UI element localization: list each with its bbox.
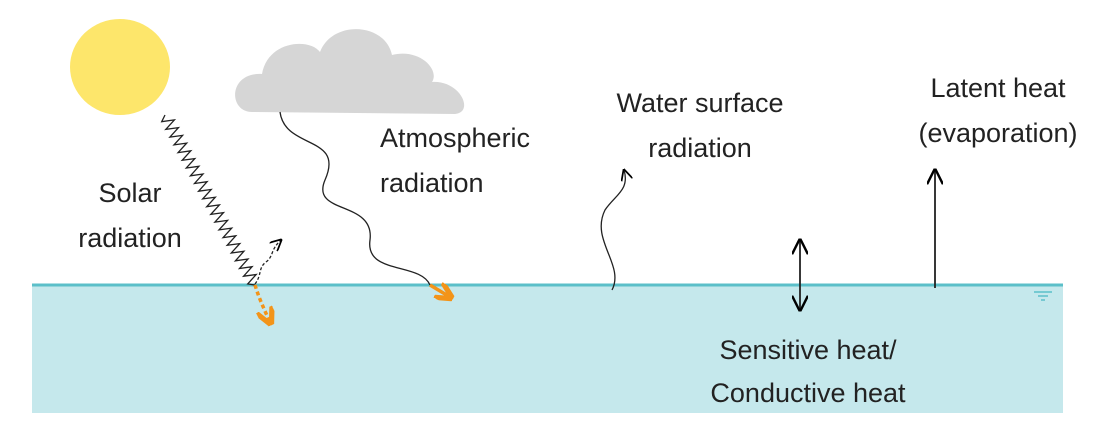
label: (evaporation) xyxy=(918,118,1077,148)
label: Conductive heat xyxy=(710,378,906,408)
label: Solar xyxy=(98,178,161,208)
sun xyxy=(70,19,170,115)
cloud xyxy=(235,29,465,114)
water xyxy=(32,285,1063,413)
surface-ray xyxy=(600,170,625,291)
label: Atmospheric xyxy=(380,123,530,153)
solar-reflected xyxy=(254,240,281,285)
label: Water surface xyxy=(616,88,783,118)
label: radiation xyxy=(648,133,752,163)
label: Latent heat xyxy=(930,73,1066,103)
label: radiation xyxy=(78,223,182,253)
atmospheric-absorbed xyxy=(429,285,450,297)
solar-absorbed xyxy=(253,284,270,322)
atmospheric-ray xyxy=(279,111,431,286)
label: Sensitive heat/ xyxy=(719,335,897,365)
water-symbol xyxy=(1034,291,1052,301)
solar-ray xyxy=(160,114,258,286)
label: radiation xyxy=(380,168,484,198)
